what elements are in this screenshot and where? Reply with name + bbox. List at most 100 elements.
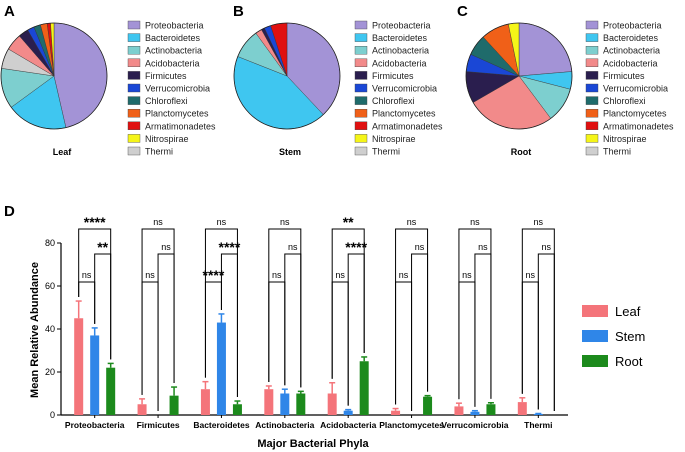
bar-legend-swatch-stem (582, 330, 608, 342)
bar-legend-label-leaf: Leaf (615, 304, 641, 319)
pie-legend-stem: Proteobacteria Bacteroidetes Actinobacteri… (354, 20, 443, 157)
significance-label-stem-root: **** (219, 239, 241, 255)
bar-leaf-verrucomicrobia (454, 406, 464, 415)
significance-label-leaf-root: ns (534, 217, 544, 227)
legend-label-verrucomicrobia: Verrucomicrobia (372, 84, 437, 94)
y-tick-label: 20 (45, 367, 55, 377)
significance-bracket-stem-root (411, 253, 429, 411)
bar-panel-d: D Mean Relative Abundance Major Bacteria… (4, 203, 645, 450)
bar-root-verrucomicrobia (486, 404, 496, 415)
significance-label-leaf-stem: ns (462, 270, 472, 280)
significance-bracket-stem-root (474, 253, 492, 407)
legend-label-actinobacteria: Actinobacteria (145, 46, 202, 56)
legend-swatch-thermi (127, 146, 141, 156)
legend-swatch-proteobacteria (354, 20, 368, 30)
significance-label-leaf-stem: ns (526, 270, 536, 280)
panel-label-d: D (4, 203, 15, 220)
significance-label-leaf-stem: ns (399, 270, 409, 280)
significance-label-leaf-root: ** (343, 214, 354, 230)
legend-label-planctomycetes: Planctomycetes (372, 109, 436, 119)
legend-label-acidobacteria: Acidobacteria (603, 58, 658, 68)
bar-leaf-actinobacteria (264, 389, 274, 415)
pie-panel-a: A Leaf Proteobacteria Bacteroidetes Actino… (0, 3, 216, 157)
legend-swatch-nitrospirae (354, 134, 368, 143)
significance-bracket-leaf-stem (204, 281, 222, 378)
legend-swatch-proteobacteria (585, 20, 599, 30)
pie-outline (233, 22, 341, 130)
significance-label-leaf-root: ns (153, 217, 163, 227)
pie-chart-stem (233, 22, 341, 130)
x-category-label-firmicutes: Firmicutes (137, 420, 180, 430)
legend-swatch-armatimonadetes (585, 121, 599, 131)
legend-label-actinobacteria: Actinobacteria (372, 46, 429, 56)
bar-chart: 020406080Proteobacteria******nsFirmicute… (45, 214, 568, 430)
significance-label-stem-root: ns (161, 242, 171, 252)
legend-label-bacteroidetes: Bacteroidetes (145, 33, 201, 43)
y-tick-label: 60 (45, 281, 55, 291)
legend-label-thermi: Thermi (145, 147, 173, 157)
legend-swatch-nitrospirae (585, 134, 599, 143)
bar-stem-verrucomicrobia (470, 411, 480, 415)
legend-swatch-chloroflexi (585, 96, 599, 105)
pie-title-root: Root (511, 147, 532, 157)
bar-root-actinobacteria (296, 393, 306, 415)
x-category-label-acidobacteria: Acidobacteria (320, 420, 376, 430)
significance-bracket-leaf-stem (141, 281, 159, 411)
x-category-label-proteobacteria: Proteobacteria (65, 420, 125, 430)
significance-label-stem-root: **** (345, 239, 367, 255)
bar-stem-proteobacteria (90, 335, 100, 415)
significance-bracket-stem-root (284, 253, 302, 388)
legend-swatch-firmicutes (585, 71, 599, 80)
legend-swatch-proteobacteria (127, 20, 141, 30)
legend-swatch-verrucomicrobia (585, 83, 599, 93)
pie-chart-root (465, 22, 573, 130)
panel-label-a: A (4, 3, 15, 20)
legend-label-bacteroidetes: Bacteroidetes (603, 33, 659, 43)
legend-label-proteobacteria: Proteobacteria (603, 21, 662, 31)
bar-stem-acidobacteria (343, 410, 353, 415)
pie-panel-b: B Stem Proteobacteria Bacteroidetes Actino… (233, 3, 443, 157)
significance-bracket-leaf-stem (521, 281, 539, 410)
legend-label-nitrospirae: Nitrospirae (603, 134, 647, 144)
legend-swatch-actinobacteria (585, 46, 599, 55)
significance-label-stem-root: ns (415, 242, 425, 252)
legend-swatch-firmicutes (354, 71, 368, 80)
bar-legend-label-root: Root (615, 354, 643, 369)
bar-root-proteobacteria (106, 367, 116, 415)
significance-label-leaf-stem: ns (145, 270, 155, 280)
legend-label-actinobacteria: Actinobacteria (603, 46, 660, 56)
x-category-label-verrucomicrobia: Verrucomicrobia (441, 420, 508, 430)
bar-legend-swatch-leaf (582, 305, 608, 317)
legend-swatch-chloroflexi (354, 96, 368, 105)
legend-label-armatimonadetes: Armatimonadetes (145, 121, 216, 131)
significance-bracket-leaf-stem (78, 281, 96, 324)
legend-label-firmicutes: Firmicutes (145, 71, 187, 81)
significance-label-leaf-stem: **** (203, 267, 225, 283)
legend-label-nitrospirae: Nitrospirae (372, 134, 416, 144)
significance-label-leaf-root: ns (470, 217, 480, 227)
legend-swatch-bacteroidetes (354, 33, 368, 42)
significance-label-leaf-root: **** (84, 214, 106, 230)
bar-root-planctomycetes (423, 396, 433, 415)
significance-label-leaf-root: ns (280, 217, 290, 227)
pie-outline (465, 22, 573, 130)
legend-label-acidobacteria: Acidobacteria (145, 58, 200, 68)
legend-label-firmicutes: Firmicutes (603, 71, 645, 81)
legend-label-bacteroidetes: Bacteroidetes (372, 33, 428, 43)
bar-stem-thermi (533, 413, 543, 415)
bar-root-bacteroidetes (232, 404, 242, 415)
pie-title-leaf: Leaf (53, 147, 73, 157)
legend-swatch-acidobacteria (127, 58, 141, 67)
significance-label-leaf-stem: ns (272, 270, 282, 280)
pie-panel-c: C Root Proteobacteria Bacteroidetes Actino… (457, 3, 674, 157)
legend-swatch-acidobacteria (585, 58, 599, 67)
legend-label-planctomycetes: Planctomycetes (145, 109, 209, 119)
legend-label-verrucomicrobia: Verrucomicrobia (145, 84, 210, 94)
legend-label-armatimonadetes: Armatimonadetes (603, 121, 674, 131)
legend-swatch-planctomycetes (127, 108, 141, 118)
bar-leaf-proteobacteria (74, 318, 84, 415)
legend-label-proteobacteria: Proteobacteria (145, 21, 204, 31)
legend-label-armatimonadetes: Armatimonadetes (372, 121, 443, 131)
bar-legend-swatch-root (582, 355, 608, 367)
